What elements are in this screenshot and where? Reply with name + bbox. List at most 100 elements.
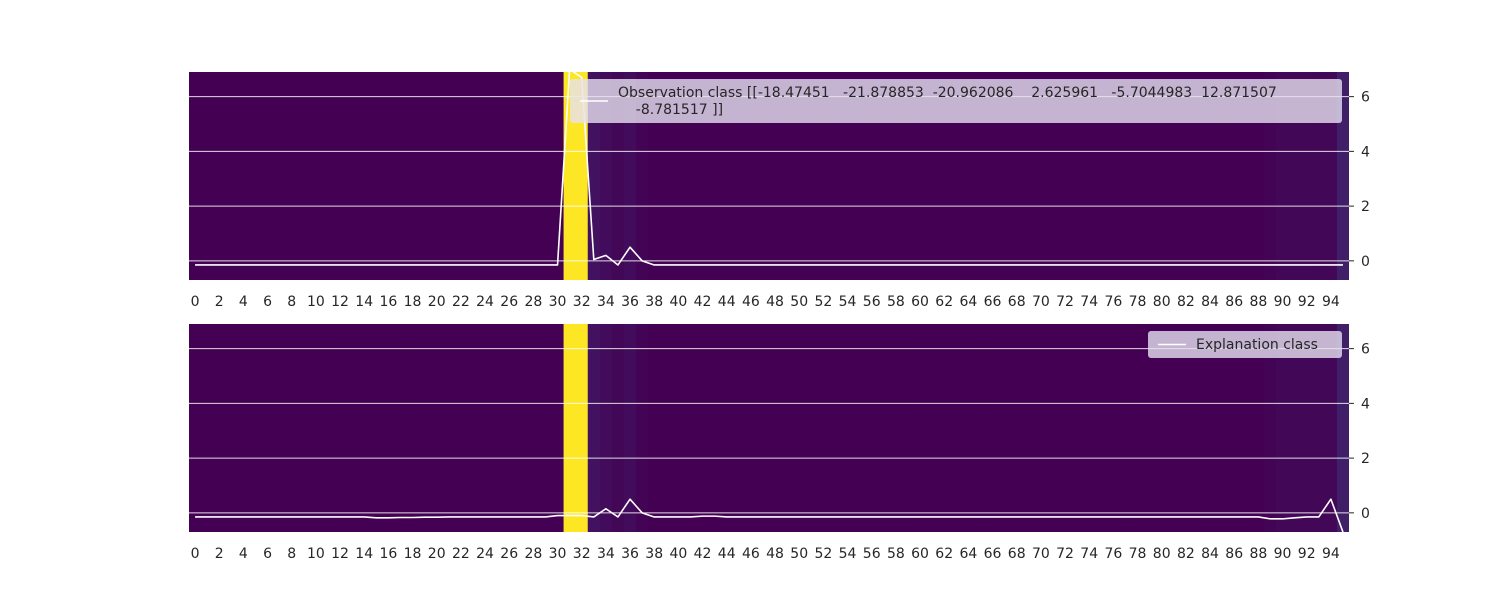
x-tick-label: 68: [1008, 294, 1026, 310]
legend-label: Explanation class: [1196, 337, 1318, 353]
x-tick-label: 0: [191, 546, 200, 562]
heatmap-cell: [213, 324, 226, 532]
x-tick-label: 92: [1298, 546, 1316, 562]
x-tick-label: 22: [452, 294, 470, 310]
heatmap-cell: [1034, 324, 1048, 532]
heatmap-cell: [636, 72, 649, 280]
x-tick-label: 90: [1274, 546, 1292, 562]
heatmap-cell: [225, 324, 238, 532]
x-tick-label: 20: [428, 294, 446, 310]
x-tick-label: 38: [645, 546, 663, 562]
x-tick-label: 52: [814, 546, 832, 562]
heatmap-cell: [394, 324, 408, 532]
x-tick-label: 32: [573, 294, 591, 310]
x-tick-label: 56: [863, 546, 881, 562]
heatmap-cell: [370, 72, 383, 280]
heatmap-cell: [261, 72, 275, 280]
x-tick-label: 6: [263, 294, 272, 310]
x-tick-label: 70: [1032, 546, 1050, 562]
heatmap-cell: [358, 324, 371, 532]
heatmap-cell: [865, 324, 879, 532]
heatmap-cell: [1107, 324, 1121, 532]
heatmap-cell: [225, 72, 238, 280]
legend: Explanation class: [1148, 331, 1342, 358]
legend-box: [570, 79, 1342, 123]
heatmap-cell: [261, 324, 275, 532]
x-tick-label: 92: [1298, 294, 1316, 310]
heatmap-cell: [1191, 324, 1205, 532]
heatmap-cell: [1010, 324, 1024, 532]
heatmap-cell: [1336, 324, 1349, 532]
x-tick-label: 82: [1177, 294, 1195, 310]
x-tick-label: 80: [1153, 294, 1171, 310]
x-tick-label: 36: [621, 294, 639, 310]
heatmap-cell: [1155, 72, 1169, 280]
x-tick-label: 94: [1322, 294, 1340, 310]
heatmap-cell: [466, 324, 480, 532]
x-tick-label: 94: [1322, 546, 1340, 562]
x-tick-label: 62: [935, 546, 953, 562]
x-tick-label: 16: [379, 546, 397, 562]
x-tick-label: 30: [549, 294, 567, 310]
x-tick-label: 28: [524, 294, 542, 310]
heatmap-cell: [708, 72, 722, 280]
heatmap-cell: [1216, 72, 1229, 280]
heatmap-cell: [901, 324, 915, 532]
heatmap-cell: [406, 324, 420, 532]
heatmap-cell: [503, 324, 516, 532]
heatmap-cell: [321, 72, 335, 280]
heatmap-cell: [1119, 72, 1133, 280]
x-tick-label: 74: [1080, 546, 1098, 562]
heatmap-cell: [539, 324, 553, 532]
heatmap-cell: [551, 72, 565, 280]
heatmap-cell: [853, 324, 867, 532]
heatmap-cell: [1252, 324, 1266, 532]
heatmap-cell: [1034, 72, 1048, 280]
heatmap-cell: [660, 324, 673, 532]
heatmap-cell: [1300, 324, 1314, 532]
heatmap-cell: [696, 72, 710, 280]
heatmap-cell: [624, 72, 637, 280]
x-tick-label: 16: [379, 294, 397, 310]
heatmap-cell: [479, 324, 492, 532]
heatmap-cell: [1288, 72, 1302, 280]
heatmap-cell: [454, 72, 468, 280]
x-tick-label: 54: [839, 294, 857, 310]
heatmap-cell: [1312, 324, 1326, 532]
heatmap-cell: [587, 324, 601, 532]
x-tick-label: 0: [191, 294, 200, 310]
x-tick-label: 84: [1201, 546, 1219, 562]
heatmap-cell: [889, 324, 903, 532]
heatmap-cell: [877, 72, 891, 280]
heatmap-cell: [648, 324, 661, 532]
heatmap-cell: [1059, 72, 1072, 280]
heatmap-cell: [321, 324, 335, 532]
heatmap-cell: [938, 324, 951, 532]
x-tick-label: 58: [887, 546, 905, 562]
heatmap-cell: [998, 324, 1012, 532]
heatmap-cell: [479, 72, 492, 280]
heatmap-cell: [418, 72, 432, 280]
x-tick-label: 44: [718, 294, 736, 310]
heatmap-cell: [1071, 324, 1084, 532]
x-tick-label: 58: [887, 294, 905, 310]
x-tick-label: 38: [645, 294, 663, 310]
x-tick-label: 60: [911, 294, 929, 310]
heatmap-cell: [515, 324, 528, 532]
x-tick-label: 4: [239, 546, 248, 562]
heatmap-cell: [442, 324, 456, 532]
heatmap-cell: [1167, 72, 1181, 280]
heatmap-cell: [756, 72, 770, 280]
heatmap-cell: [430, 324, 444, 532]
x-tick-label: 76: [1104, 546, 1122, 562]
x-tick-label: 8: [287, 294, 296, 310]
heatmap-cell: [334, 324, 347, 532]
heatmap-cell: [769, 324, 782, 532]
heatmap-cell: [1155, 324, 1169, 532]
heatmap-cell: [793, 324, 806, 532]
x-tick-label: 8: [287, 546, 296, 562]
x-tick-label: 52: [814, 294, 832, 310]
x-tick-label: 74: [1080, 294, 1098, 310]
